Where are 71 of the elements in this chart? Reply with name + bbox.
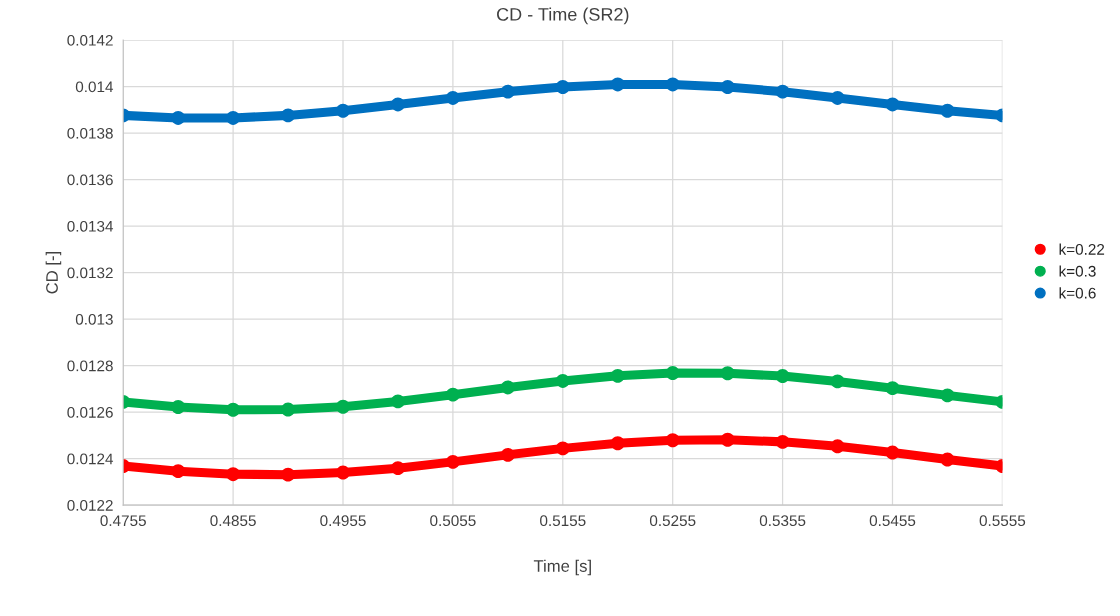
point	[226, 467, 241, 482]
x-tick-label: 0.5055	[430, 515, 476, 527]
point	[391, 97, 405, 112]
y-axis-title: CD [-]	[45, 252, 62, 294]
legend-label: k=0.22	[1059, 243, 1105, 255]
x-tick-label: 0.4855	[210, 515, 256, 527]
x-tick-label: 0.5355	[759, 515, 806, 527]
point	[171, 464, 186, 479]
point	[171, 111, 186, 125]
point	[226, 402, 241, 417]
y-tick-label: 0.0126	[67, 406, 113, 418]
point	[885, 445, 900, 460]
y-tick-label: 0.0134	[67, 220, 114, 232]
point	[445, 454, 460, 469]
point	[940, 388, 955, 403]
y-tick-label: 0.0132	[67, 267, 113, 279]
y-tick-label: 0.0142	[67, 34, 113, 46]
point	[555, 80, 570, 94]
point	[720, 80, 735, 94]
x-tick-label: 0.5155	[540, 515, 586, 527]
point	[885, 381, 900, 396]
point	[171, 400, 186, 414]
point	[610, 77, 625, 92]
y-tick-label: 0.014	[75, 81, 114, 93]
y-tick-label: 0.0138	[67, 127, 113, 139]
point	[775, 84, 790, 99]
chart-title: CD - Time (SR2)	[497, 7, 629, 25]
point	[775, 369, 790, 383]
point	[555, 441, 570, 456]
point	[830, 374, 845, 389]
point	[281, 402, 295, 417]
x-tick-label: 0.5555	[979, 515, 1026, 527]
point	[226, 111, 241, 125]
point	[281, 467, 295, 482]
point	[445, 91, 460, 105]
point	[940, 452, 955, 467]
point	[885, 97, 900, 112]
x-tick-label: 0.4955	[320, 515, 366, 527]
point	[445, 387, 460, 402]
point	[665, 366, 680, 380]
point	[336, 103, 350, 118]
point	[665, 77, 680, 92]
point	[555, 374, 570, 388]
point	[610, 368, 625, 383]
y-tick-label: 0.013	[75, 313, 113, 325]
point	[610, 436, 625, 451]
point	[830, 91, 845, 105]
point	[500, 380, 515, 395]
point	[665, 433, 680, 448]
point	[775, 434, 790, 449]
point	[391, 394, 405, 409]
point	[281, 108, 295, 123]
point	[940, 103, 955, 118]
point	[500, 447, 515, 462]
y-tick-label: 0.0128	[67, 360, 113, 372]
point	[830, 439, 845, 454]
point	[336, 399, 350, 414]
x-tick-label: 0.5455	[869, 515, 916, 527]
y-tick-label: 0.0136	[67, 174, 113, 186]
point	[500, 84, 515, 99]
point	[391, 461, 405, 476]
x-tick-label: 0.5255	[649, 515, 696, 527]
y-tick-label: 0.0124	[67, 453, 114, 465]
point	[720, 366, 735, 381]
x-axis-title: Time [s]	[533, 559, 591, 576]
point	[336, 465, 350, 480]
legend-label: k=0.3	[1059, 265, 1096, 277]
point	[720, 432, 735, 447]
x-tick-label: 0.4755	[100, 515, 146, 527]
y-tick-label: 0.0122	[67, 499, 113, 511]
legend-label: k=0.6	[1059, 287, 1096, 299]
